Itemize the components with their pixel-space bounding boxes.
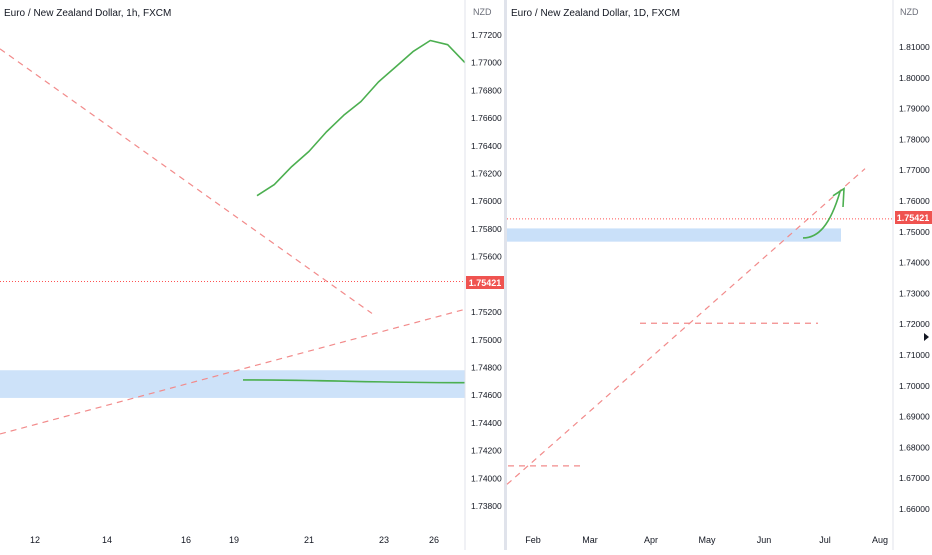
R-yticks-tick-10: 1.71000 [899, 350, 930, 360]
chart-1h-projections [242, 39, 466, 384]
R-yticks-tick-7: 1.74000 [899, 258, 930, 268]
R-yticks-tick-6: 1.75000 [899, 227, 930, 237]
chart-1h-trendlines [0, 48, 466, 435]
chart-1h-support-line [0, 308, 466, 435]
R-yticks-tick-5: 1.76000 [899, 196, 930, 206]
L-yticks-tick-16: 1.73800 [471, 501, 502, 511]
chart-1d-projection [802, 187, 845, 239]
L-xticks-tick-5: 23 [379, 535, 389, 545]
chart-1d-demand-zone [507, 228, 841, 242]
R-yticks-tick-8: 1.73000 [899, 288, 930, 298]
L-xticks-tick-6: 26 [429, 535, 439, 545]
R-yticks-tick-11: 1.70000 [899, 381, 930, 391]
chart-1d-projection-arrowhead-icon [832, 187, 845, 208]
L-yticks-tick-1: 1.77000 [471, 58, 502, 68]
R-yticks-tick-14: 1.67000 [899, 473, 930, 483]
R-xticks-tick-0: Feb [525, 535, 541, 545]
R-xticks-tick-2: Apr [644, 535, 658, 545]
L-yticks-tick-2: 1.76800 [471, 85, 502, 95]
R-yticks-tick-0: 1.81000 [899, 42, 930, 52]
L-xticks-tick-3: 19 [229, 535, 239, 545]
chart-1d-trendlines [506, 168, 893, 485]
R-xticks-tick-5: Jul [819, 535, 831, 545]
R-yticks-tick-15: 1.66000 [899, 504, 930, 514]
chart-1h-projection-up [256, 39, 466, 197]
L-yticks-tick-9: 1.75200 [471, 307, 502, 317]
L-xticks-tick-2: 16 [181, 535, 191, 545]
chart-1h-x-axis[interactable]: 12 14 16 19 21 23 26 [30, 535, 439, 545]
L-yticks-tick-6: 1.76000 [471, 196, 502, 206]
chart-1d-price-tag [895, 211, 932, 224]
R-yticks-tick-9: 1.72000 [899, 319, 930, 329]
pane-separator[interactable] [504, 0, 507, 550]
L-xticks-tick-1: 14 [102, 535, 112, 545]
chart-1h-y-axis[interactable]: 1.77200 1.77000 1.76800 1.76600 1.76400 1.762… [471, 30, 502, 511]
L-xticks-tick-4: 21 [304, 535, 314, 545]
L-xticks-tick-0: 12 [30, 535, 40, 545]
chart-1h-price-tag [466, 276, 504, 289]
chart-1d-x-axis[interactable]: Feb Mar Apr May Jun Jul Aug [525, 535, 888, 545]
L-yticks-tick-12: 1.74600 [471, 390, 502, 400]
chart-1h-demand-zone [0, 370, 465, 398]
chart-1d-zone-rect [507, 228, 841, 242]
chart-1h-resistance-line [0, 48, 373, 314]
R-yticks-tick-2: 1.79000 [899, 104, 930, 114]
L-yticks-tick-13: 1.74400 [471, 418, 502, 428]
L-yticks-tick-4: 1.76400 [471, 141, 502, 151]
chart-1d-y-axis[interactable]: 1.81000 1.80000 1.79000 1.78000 1.77000 1.760… [899, 42, 930, 514]
chart-1d-last-price: 1.75421 [897, 213, 930, 223]
R-xticks-tick-3: May [698, 535, 716, 545]
R-yticks-tick-13: 1.68000 [899, 442, 930, 452]
L-yticks-tick-3: 1.76600 [471, 113, 502, 123]
R-xticks-tick-4: Jun [757, 535, 772, 545]
chart-1h-currency: NZD [473, 7, 492, 17]
chart-1h-pane[interactable]: Euro / New Zealand Dollar, 1h, FXCM NZD … [0, 0, 504, 550]
R-xticks-tick-6: Aug [872, 535, 888, 545]
R-yticks-tick-12: 1.69000 [899, 412, 930, 422]
chart-1d-projection-curve [802, 191, 841, 239]
L-yticks-tick-7: 1.75800 [471, 224, 502, 234]
chart-1d-currency: NZD [900, 7, 919, 17]
chart-1h-zone-rect [0, 370, 465, 398]
chart-1d-title: Euro / New Zealand Dollar, 1D, FXCM [511, 8, 680, 19]
L-yticks-tick-5: 1.76200 [471, 169, 502, 179]
L-yticks-tick-10: 1.75000 [471, 335, 502, 345]
L-yticks-tick-8: 1.75600 [471, 252, 502, 262]
chart-1d-pane[interactable]: Euro / New Zealand Dollar, 1D, FXCM NZD … [506, 0, 932, 550]
scroll-right-arrow-icon[interactable] [924, 333, 929, 341]
R-yticks-tick-3: 1.78000 [899, 134, 930, 144]
R-yticks-tick-4: 1.77000 [899, 165, 930, 175]
chart-1h-last-price: 1.75421 [469, 278, 502, 288]
chart-1h-projection-flat [242, 379, 466, 384]
L-yticks-tick-0: 1.77200 [471, 30, 502, 40]
L-yticks-tick-14: 1.74200 [471, 446, 502, 456]
R-xticks-tick-1: Mar [582, 535, 598, 545]
L-yticks-tick-11: 1.74800 [471, 362, 502, 372]
chart-1d-rising-trendline [506, 168, 866, 485]
L-yticks-tick-15: 1.74000 [471, 473, 502, 483]
R-yticks-tick-1: 1.80000 [899, 73, 930, 83]
chart-1h-title: Euro / New Zealand Dollar, 1h, FXCM [4, 8, 171, 19]
